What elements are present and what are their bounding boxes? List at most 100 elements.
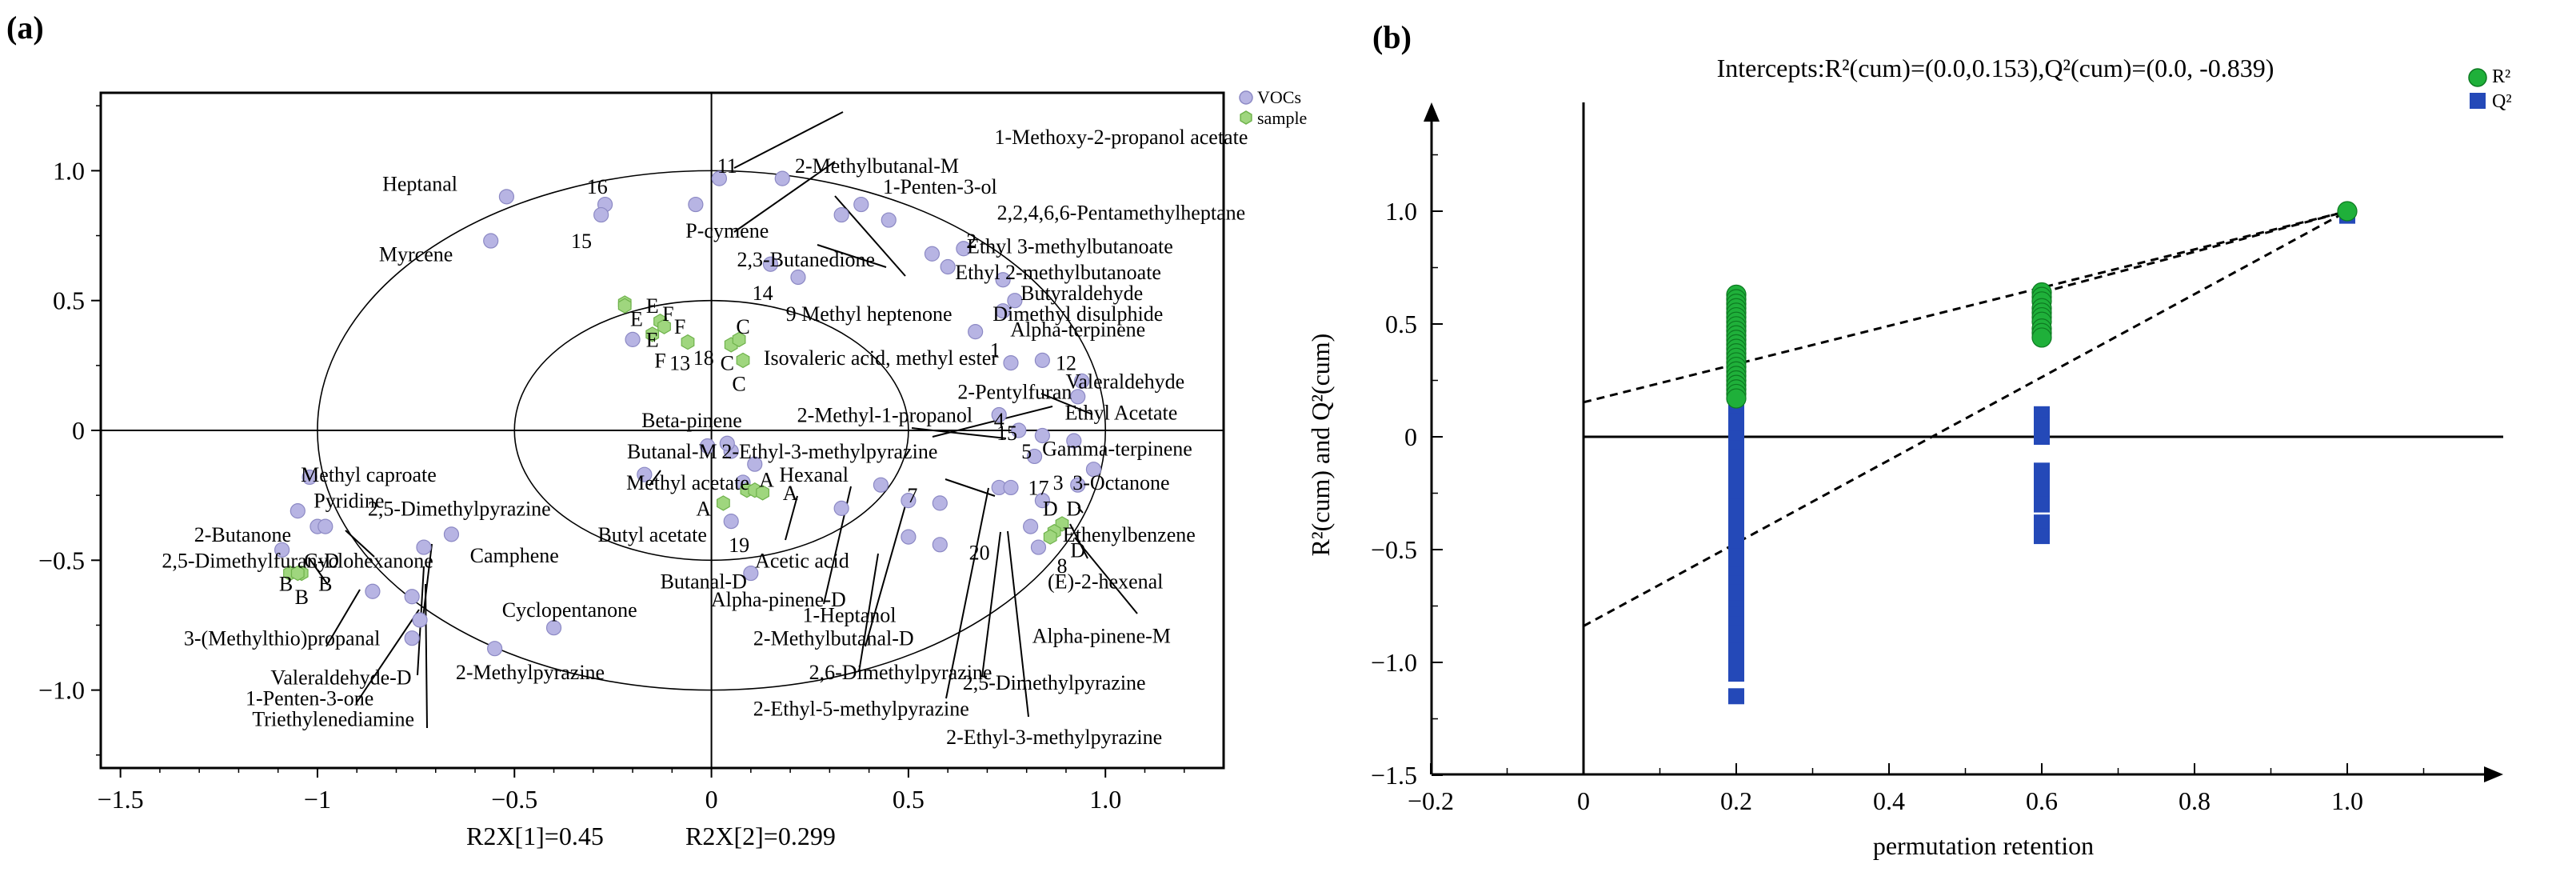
point-label: Alpha-pinene-D bbox=[711, 588, 846, 611]
panel-a-vocs-points bbox=[274, 170, 1102, 657]
point-label: Acetic acid bbox=[755, 549, 849, 572]
point-label: 2,2,4,6,6-Pentamethylheptane bbox=[997, 201, 1245, 224]
panel-b-axes: −0.2 0 0.2 0.4 0.6 0.8 1.0 −1.5 −1.0 −0.5 0 0.5 1.0 bbox=[1371, 102, 2503, 815]
panel-b-xtick-label: 0.6 bbox=[2026, 786, 2058, 815]
vocs-point bbox=[365, 583, 381, 599]
point-label: 3-Octanone bbox=[1072, 471, 1169, 494]
vocs-point bbox=[1026, 448, 1043, 465]
point-label: 15 bbox=[571, 230, 592, 253]
vocs-point bbox=[873, 477, 889, 493]
legend-r2-label: R² bbox=[2492, 66, 2510, 87]
panel-b-xaxis-arrow bbox=[2484, 766, 2503, 782]
panel-a-sample-points bbox=[283, 295, 1069, 582]
vocs-point bbox=[412, 612, 428, 628]
point-label: Methyl caproate bbox=[301, 463, 437, 486]
panel-b-xtick-label: −0.2 bbox=[1408, 786, 1454, 815]
vocs-point bbox=[1007, 293, 1023, 309]
vocs-point bbox=[498, 189, 515, 205]
point-label: A bbox=[759, 469, 774, 492]
legend-r2-marker bbox=[2468, 68, 2487, 87]
point-label: 2-Butanone bbox=[194, 523, 291, 546]
point-label: Beta-pinene bbox=[641, 409, 742, 432]
panel-b-xtick-label: 0.2 bbox=[1720, 786, 1752, 815]
point-label: 1-Penten-3-one bbox=[246, 686, 373, 710]
vocs-point bbox=[932, 537, 948, 553]
vocs-point bbox=[743, 565, 759, 582]
vocs-point bbox=[1011, 422, 1027, 438]
point-label: F bbox=[662, 302, 673, 326]
point-label: Ethenylbenzene bbox=[1063, 523, 1196, 546]
vocs-point bbox=[790, 269, 806, 286]
q2-point bbox=[1728, 688, 1744, 705]
vocs-point bbox=[968, 324, 984, 340]
panel-b-xlabel: permutation retention bbox=[1873, 831, 2094, 860]
vocs-point bbox=[747, 456, 763, 472]
point-label: Alpha-terpinene bbox=[1010, 318, 1145, 341]
point-label: D bbox=[1070, 538, 1085, 562]
vocs-point bbox=[290, 503, 306, 519]
vocs-point bbox=[774, 170, 790, 186]
point-label: P-cymene bbox=[685, 219, 769, 242]
vocs-point bbox=[719, 435, 735, 451]
point-label: 14 bbox=[753, 282, 773, 305]
point-label: 9 Methyl heptenone bbox=[786, 302, 953, 326]
point-label: 2-Methylbutanal-D bbox=[753, 627, 914, 650]
sample-point bbox=[290, 565, 305, 582]
vocs-point bbox=[700, 438, 716, 454]
vocs-point bbox=[1030, 539, 1047, 555]
vocs-point bbox=[995, 272, 1011, 288]
point-label: 2 bbox=[966, 230, 976, 253]
panel-a-legend: VOCs sample bbox=[1239, 87, 1307, 128]
panel-a-xtick-label: 0.5 bbox=[893, 785, 925, 814]
panel-a-confidence-ellipse bbox=[317, 170, 1107, 691]
panel-b-ytick-label: −1.0 bbox=[1371, 648, 1417, 677]
legend-sample-label: sample bbox=[1257, 108, 1307, 128]
panel-a-ytick-label: −1.0 bbox=[38, 676, 85, 705]
vocs-point bbox=[1034, 352, 1050, 368]
vocs-point bbox=[1003, 355, 1019, 371]
point-label: 2-Ethyl-3-methylpyrazine bbox=[946, 726, 1162, 749]
point-label: Triethylenediamine bbox=[252, 707, 414, 730]
q2-point bbox=[2034, 514, 2050, 531]
panel-a-r2x2-caption: R2X[2]=0.299 bbox=[685, 822, 836, 850]
point-label: 18 bbox=[693, 346, 714, 370]
vocs-point bbox=[404, 630, 420, 646]
point-label: 15 bbox=[996, 422, 1017, 445]
r2-point bbox=[1726, 388, 1747, 409]
point-label: F bbox=[674, 315, 685, 338]
point-label: 2,5-Dimethylfuran-D bbox=[162, 549, 339, 572]
point-label: Methyl acetate bbox=[626, 471, 749, 494]
vocs-point bbox=[901, 493, 917, 509]
vocs-point bbox=[416, 539, 432, 555]
point-label: (E)-2-hexenal bbox=[1048, 570, 1163, 593]
q2-point bbox=[1728, 652, 1744, 669]
vocs-point bbox=[833, 206, 849, 223]
point-label: Ethyl 2-methylbutanoate bbox=[955, 261, 1161, 284]
point-label: 2-Pentylfuran bbox=[957, 380, 1072, 403]
point-label: D bbox=[1066, 497, 1081, 520]
panel-b-q2-points bbox=[1728, 207, 2355, 705]
point-label: Myrcene bbox=[379, 242, 453, 266]
panel-a-ytick-label: 0 bbox=[72, 416, 85, 445]
panel-a-xtick-label: −0.5 bbox=[491, 785, 537, 814]
point-label: 4 bbox=[994, 409, 1004, 432]
point-label: Butanal-D bbox=[661, 570, 747, 593]
point-label: Butanal-M bbox=[627, 440, 717, 463]
regression-line-q2 bbox=[1583, 210, 2348, 627]
vocs-point bbox=[932, 495, 948, 511]
panel-a-ellipses bbox=[317, 170, 1107, 691]
point-label: Pyridine bbox=[314, 490, 384, 513]
panel-b-xtick-label: 0 bbox=[1577, 786, 1590, 815]
point-label: A bbox=[783, 482, 798, 505]
point-label: 16 bbox=[587, 175, 608, 198]
panel-b-permutation: (b) Intercepts:R²(cum)=(0.0,0.153),Q²(cu… bbox=[1306, 19, 2512, 860]
vocs-point bbox=[1023, 518, 1039, 534]
panel-a-point-labels: Heptanal 16 11 2-Methylbutanal-M 1-Methoxy-2… bbox=[162, 126, 1248, 749]
point-label: Valeraldehyde bbox=[1065, 370, 1184, 393]
panel-b-regression-lines bbox=[1583, 210, 2348, 627]
point-label: 2-Ethyl-5-methylpyrazine bbox=[753, 697, 969, 720]
point-label: Alpha-pinene-M bbox=[1032, 624, 1171, 647]
q2-point bbox=[1728, 584, 1744, 601]
panel-b-label: (b) bbox=[1372, 19, 1412, 55]
